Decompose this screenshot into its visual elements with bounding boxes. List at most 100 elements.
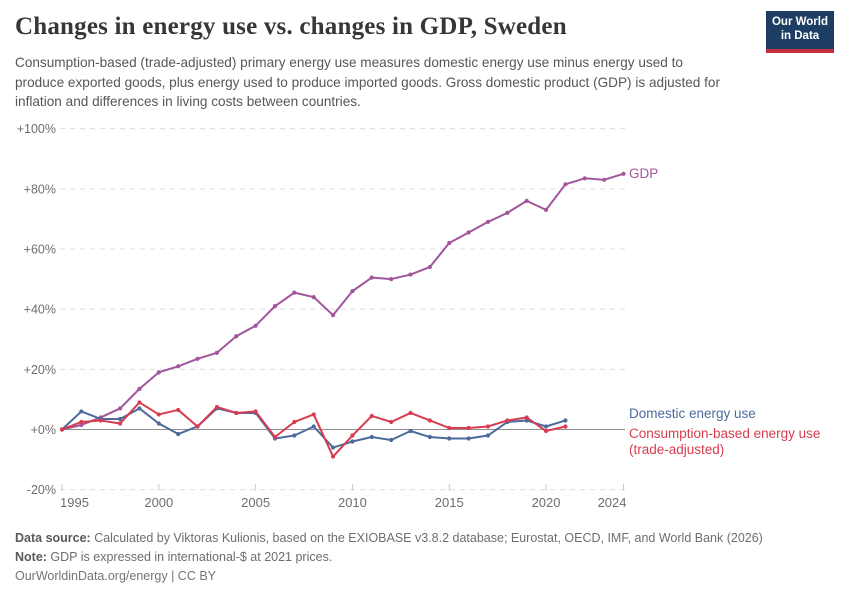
data-point-consumption — [485, 424, 491, 429]
data-point-consumption — [137, 400, 142, 405]
data-point-domestic — [543, 424, 549, 429]
data-point-domestic — [447, 436, 452, 441]
data-point-domestic — [466, 436, 471, 441]
data-point-domestic — [524, 418, 529, 423]
data-point-consumption — [253, 409, 258, 414]
data-point-consumption — [214, 404, 219, 410]
data-point-gdp — [466, 230, 471, 235]
owid-logo-line1: Our World — [771, 16, 828, 28]
data-point-consumption — [59, 427, 65, 432]
data-point-domestic — [389, 437, 394, 443]
data-point-consumption — [195, 424, 200, 429]
data-point-domestic — [311, 424, 316, 429]
note-line: Note: GDP is expressed in international-… — [15, 550, 332, 564]
y-axis-tick-label: +20% — [24, 363, 56, 377]
data-point-domestic — [117, 416, 123, 422]
gdp-line-label: GDP — [629, 166, 659, 181]
y-axis-tick-label: +0% — [31, 423, 56, 437]
data-point-consumption — [79, 419, 84, 425]
data-point-consumption — [427, 418, 432, 423]
data-point-consumption — [330, 454, 336, 459]
consumption-label-line1: Consumption-based energy use — [629, 426, 821, 441]
data-point-consumption — [505, 418, 510, 423]
x-axis-tick-label: 2010 — [338, 495, 367, 510]
data-source-label: Data source: — [15, 531, 91, 545]
data-point-domestic — [330, 445, 336, 450]
data-point-gdp — [389, 276, 394, 282]
data-point-gdp — [563, 182, 568, 187]
series-line-gdp — [61, 172, 624, 431]
data-source-text: Calculated by Viktoras Kulionis, based o… — [90, 531, 763, 545]
domestic-energy-line-label: Domestic energy use — [629, 406, 756, 421]
data-point-gdp — [582, 176, 587, 181]
consumption-label-line2: (trade-adjusted) — [629, 441, 725, 457]
data-point-gdp — [292, 290, 297, 295]
x-axis-tick-label: 2005 — [241, 495, 270, 510]
data-point-gdp — [253, 323, 258, 328]
data-point-consumption — [292, 419, 297, 425]
data-point-consumption — [389, 419, 394, 425]
data-point-gdp — [156, 370, 161, 375]
data-point-gdp — [621, 171, 626, 176]
x-axis-tick-label: 2015 — [435, 495, 464, 510]
page-title: Changes in energy use vs. changes in GDP… — [15, 13, 567, 40]
data-source-line: Data source: Calculated by Viktoras Kuli… — [15, 531, 763, 545]
note-text: GDP is expressed in international-$ at 2… — [46, 550, 333, 564]
data-point-gdp — [543, 207, 549, 212]
data-point-domestic — [350, 439, 355, 444]
data-point-consumption — [311, 412, 316, 417]
data-point-domestic — [79, 409, 84, 414]
data-point-gdp — [602, 177, 607, 182]
data-point-gdp — [234, 334, 239, 339]
x-axis-tick-label: 2024 — [598, 495, 627, 510]
data-point-consumption — [369, 413, 374, 419]
owid-url-license-link[interactable]: OurWorldinData.org/energy | CC BY — [15, 569, 217, 583]
data-point-gdp — [427, 264, 432, 270]
data-point-gdp — [214, 350, 219, 355]
data-point-domestic — [176, 431, 181, 437]
data-point-consumption — [234, 410, 239, 416]
data-point-gdp — [505, 210, 510, 216]
data-point-domestic — [563, 418, 568, 423]
data-point-domestic — [156, 421, 161, 426]
data-point-consumption — [543, 428, 549, 434]
y-axis-tick-label: -20% — [27, 483, 56, 497]
data-point-domestic — [427, 434, 432, 440]
data-point-gdp — [330, 313, 336, 318]
data-point-domestic — [485, 433, 491, 438]
data-point-consumption — [350, 433, 355, 438]
data-point-consumption — [156, 412, 161, 417]
data-point-gdp — [447, 240, 452, 246]
data-point-gdp — [272, 304, 278, 309]
data-point-consumption — [272, 434, 278, 440]
y-axis-tick-label: +60% — [24, 243, 56, 257]
x-axis-tick-label: 1995 — [60, 495, 89, 510]
data-point-consumption — [466, 425, 471, 431]
data-point-gdp — [137, 386, 142, 391]
data-point-gdp — [176, 364, 181, 369]
data-point-consumption — [563, 424, 568, 429]
owid-logo[interactable]: Our World in Data — [766, 11, 834, 53]
data-point-consumption — [98, 418, 103, 423]
data-point-gdp — [350, 289, 355, 294]
data-point-gdp — [408, 272, 413, 277]
data-point-consumption — [117, 421, 123, 426]
data-point-gdp — [369, 275, 374, 280]
data-point-gdp — [524, 198, 529, 203]
data-point-domestic — [408, 428, 413, 434]
data-point-gdp — [117, 406, 123, 411]
x-axis-tick-label: 2000 — [144, 495, 173, 510]
data-point-gdp — [311, 295, 316, 300]
data-point-gdp — [79, 422, 84, 428]
data-point-consumption — [524, 415, 529, 420]
data-point-domestic — [137, 406, 142, 411]
y-axis-tick-label: +80% — [24, 182, 56, 196]
owid-logo-line2: in Data — [780, 29, 820, 42]
consumption-energy-line-label: Consumption-based energy use (trade-adju… — [629, 426, 820, 457]
data-point-domestic — [369, 434, 374, 440]
data-point-gdp — [485, 219, 491, 225]
y-axis-tick-label: +100% — [17, 122, 56, 136]
x-axis-tick-label: 2020 — [532, 495, 561, 510]
